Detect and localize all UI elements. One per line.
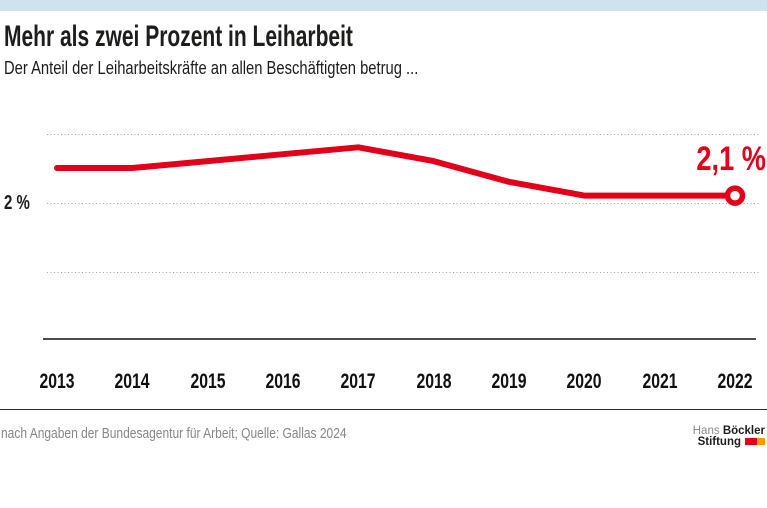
x-tick-label-2020: 2020: [566, 370, 602, 393]
x-tick-label-2013: 2013: [39, 370, 75, 393]
x-tick-label-2016: 2016: [265, 370, 301, 393]
x-tick-label-2022: 2022: [717, 370, 753, 393]
footer-divider: [0, 409, 767, 410]
trend-line: [54, 144, 738, 199]
x-axis-baseline: [43, 338, 756, 340]
logo-line1: Hans Böckler: [692, 425, 765, 437]
logo-color-blocks: [745, 437, 765, 448]
y-axis-label: 2 %: [4, 192, 30, 214]
gridline-1pct: [47, 271, 760, 273]
x-tick-label-2017: 2017: [340, 370, 376, 393]
x-tick-label-2015: 2015: [190, 370, 226, 393]
end-marker-ring: [724, 185, 746, 206]
hans-boeckler-stiftung-logo: Hans Böckler Stiftung: [692, 425, 765, 448]
logo-hans: Hans: [692, 425, 720, 437]
x-tick-label-2018: 2018: [416, 370, 452, 393]
end-value-label: 2,1 %: [696, 140, 766, 178]
logo-block-orange-icon: [757, 437, 765, 445]
top-accent-bar: [0, 0, 767, 11]
page-title: Mehr als zwei Prozent in Leiharbeit: [4, 20, 353, 53]
gridline-3pct: [47, 133, 760, 135]
logo-boeckler: Böckler: [722, 425, 765, 437]
x-tick-label-2019: 2019: [491, 370, 527, 393]
logo-line2: Stiftung: [693, 435, 765, 448]
gridline-2pct: [47, 202, 760, 204]
logo-block-red-icon: [745, 437, 757, 445]
x-tick-label-2014: 2014: [114, 370, 150, 393]
page-subtitle: Der Anteil der Leiharbeitskräfte an alle…: [4, 58, 419, 78]
x-tick-label-2021: 2021: [642, 370, 678, 393]
source-text: nach Angaben der Bundesagentur für Arbei…: [1, 425, 347, 442]
logo-stiftung: Stiftung: [697, 435, 741, 448]
